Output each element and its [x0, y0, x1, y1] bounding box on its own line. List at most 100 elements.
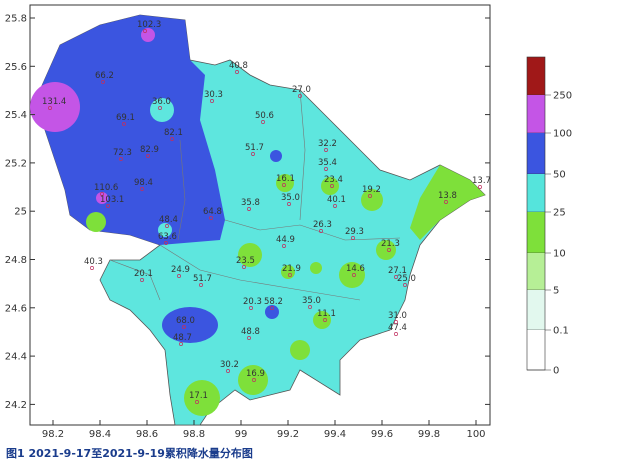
station-dot [287, 202, 291, 206]
station-value: 32.2 [318, 139, 337, 149]
station-value: 51.7 [193, 274, 212, 284]
legend-swatch [527, 253, 545, 290]
station-dot [210, 99, 214, 103]
region-100-250 [96, 192, 108, 204]
station-value: 68.0 [176, 316, 195, 326]
station-dot [195, 400, 199, 404]
station-dot [209, 216, 213, 220]
station-dot [394, 332, 398, 336]
region-50-100 [162, 307, 218, 343]
station-dot [170, 137, 174, 141]
station-dot [119, 157, 123, 161]
station-value: 48.8 [241, 327, 260, 337]
station-value: 16.9 [246, 369, 265, 379]
station-dot [235, 70, 239, 74]
legend-label: 50 [553, 170, 566, 181]
station-dot [324, 148, 328, 152]
legend-label: 25 [553, 208, 566, 219]
station-value: 13.7 [472, 176, 491, 186]
station-value: 30.2 [220, 360, 239, 370]
station-dot [333, 204, 337, 208]
x-axis: 98.2 98.4 98.6 98.8 99 99.2 99.4 99.6 99.8 100 [42, 420, 486, 440]
station-dot [90, 266, 94, 270]
station-value: 35.8 [241, 198, 260, 208]
station-value: 47.4 [388, 323, 407, 333]
station-dot [387, 248, 391, 252]
station-dot [308, 305, 312, 309]
station-value: 40.1 [327, 195, 346, 205]
station-dot [282, 244, 286, 248]
station-dot [249, 306, 253, 310]
station-dot [252, 378, 256, 382]
x-tick-label: 99 [235, 429, 248, 440]
station-value: 27.1 [388, 266, 407, 276]
station-dot [122, 122, 126, 126]
station-dot [330, 184, 334, 188]
station-dot [146, 154, 150, 158]
y-axis: 25.8 25.6 25.4 25.2 25 24.8 24.6 24.4 24.2 [5, 14, 490, 411]
station-dot [140, 278, 144, 282]
x-tick-label: 99.6 [371, 429, 393, 440]
station-value: 66.2 [95, 71, 114, 81]
station-value: 82.9 [140, 145, 159, 155]
station-dot [319, 229, 323, 233]
station-dot [106, 204, 110, 208]
station-value: 110.6 [94, 183, 118, 193]
station-value: 26.3 [313, 220, 332, 230]
legend-swatch [527, 95, 545, 133]
station-value: 11.1 [317, 309, 336, 319]
station-dot [247, 336, 251, 340]
station-value: 29.3 [345, 227, 364, 237]
station-dot [247, 207, 251, 211]
station-value: 102.3 [137, 20, 161, 30]
station-value: 27.0 [292, 85, 311, 95]
x-tick-label: 98.6 [136, 429, 158, 440]
x-tick-label: 99.2 [277, 429, 299, 440]
station-value: 35.0 [302, 296, 321, 306]
station-dot [323, 318, 327, 322]
station-dot [324, 167, 328, 171]
y-tick-label: 25.4 [5, 110, 27, 121]
legend-label: 100 [553, 129, 572, 140]
region-25-50 [150, 98, 174, 122]
station-dot [261, 120, 265, 124]
x-tick-label: 99.8 [418, 429, 440, 440]
station-dot [298, 94, 302, 98]
legend-swatch [527, 330, 545, 370]
station-dot [177, 274, 181, 278]
station-value: 48.4 [159, 215, 178, 225]
station-dot [282, 183, 286, 187]
y-tick-label: 25.2 [5, 158, 27, 169]
station-dot [165, 224, 169, 228]
station-dot [352, 273, 356, 277]
station-value: 51.7 [245, 143, 264, 153]
legend-label: 250 [553, 91, 572, 102]
station-value: 40.3 [84, 257, 103, 267]
station-dot [403, 283, 407, 287]
x-tick-label: 99.4 [324, 429, 346, 440]
station-dot [100, 192, 104, 196]
y-tick-label: 25.8 [5, 14, 27, 25]
station-dot [351, 236, 355, 240]
station-dot [288, 273, 292, 277]
legend-swatch [527, 174, 545, 212]
station-value: 17.1 [189, 391, 208, 401]
station-value: 36.0 [152, 97, 171, 107]
y-tick-label: 24.2 [5, 400, 27, 411]
station-value: 24.9 [171, 265, 190, 275]
station-value: 13.8 [438, 191, 457, 201]
station-dot [140, 187, 144, 191]
station-dot [478, 185, 482, 189]
station-value: 25.0 [397, 274, 416, 284]
legend-swatch [527, 133, 545, 174]
legend-label: 0 [553, 366, 559, 377]
legend-swatch [527, 212, 545, 253]
station-value: 16.1 [276, 174, 295, 184]
station-value: 14.6 [346, 264, 365, 274]
station-value: 82.1 [164, 128, 183, 138]
station-value: 21.9 [282, 264, 301, 274]
x-tick-label: 98.4 [89, 429, 111, 440]
station-dot [444, 200, 448, 204]
region-100-250 [30, 82, 80, 132]
